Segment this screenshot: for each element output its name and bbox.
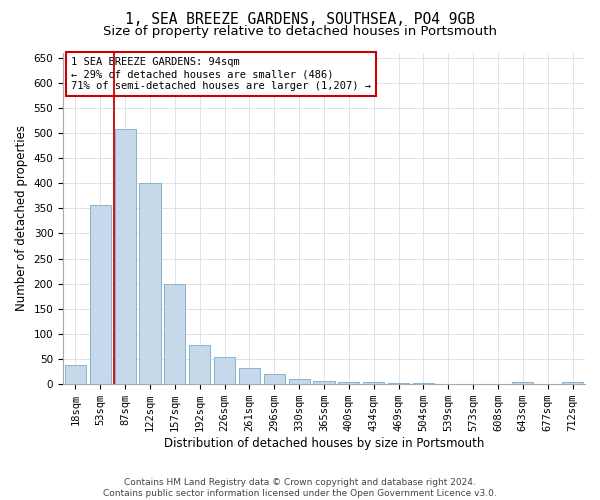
Bar (388, 382, 409, 384)
Bar (115, 130, 136, 384)
Bar (289, 379, 310, 384)
Bar (65, 365, 86, 384)
Bar (90, 205, 111, 384)
Bar (264, 374, 285, 384)
Bar (139, 183, 161, 384)
Bar (338, 382, 359, 384)
Bar (562, 382, 583, 384)
Bar (363, 382, 384, 384)
Bar (214, 357, 235, 384)
Bar (189, 345, 210, 384)
Bar (413, 383, 434, 384)
Bar (164, 284, 185, 384)
Text: 1, SEA BREEZE GARDENS, SOUTHSEA, PO4 9GB: 1, SEA BREEZE GARDENS, SOUTHSEA, PO4 9GB (125, 12, 475, 28)
Bar (512, 382, 533, 384)
Bar (239, 368, 260, 384)
Text: Size of property relative to detached houses in Portsmouth: Size of property relative to detached ho… (103, 25, 497, 38)
Y-axis label: Number of detached properties: Number of detached properties (15, 126, 28, 312)
Text: 1 SEA BREEZE GARDENS: 94sqm
← 29% of detached houses are smaller (486)
71% of se: 1 SEA BREEZE GARDENS: 94sqm ← 29% of det… (71, 58, 371, 90)
X-axis label: Distribution of detached houses by size in Portsmouth: Distribution of detached houses by size … (164, 437, 484, 450)
Text: Contains HM Land Registry data © Crown copyright and database right 2024.
Contai: Contains HM Land Registry data © Crown c… (103, 478, 497, 498)
Bar (313, 380, 335, 384)
